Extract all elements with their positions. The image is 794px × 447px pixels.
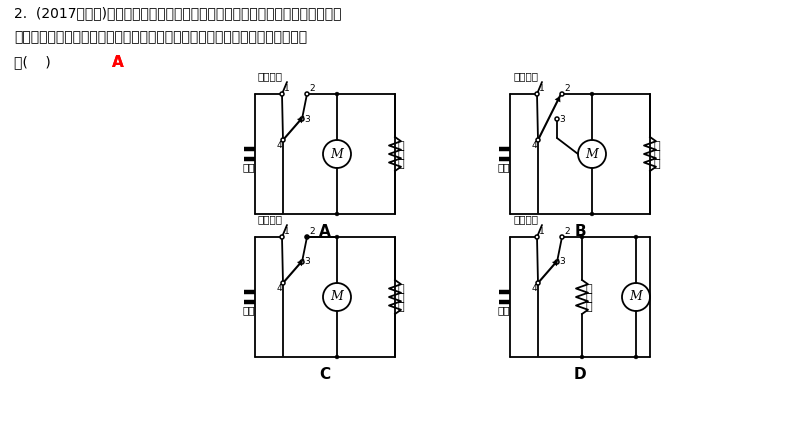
Circle shape (281, 281, 285, 285)
Text: 4: 4 (276, 141, 282, 150)
Circle shape (580, 235, 584, 239)
Circle shape (560, 92, 564, 96)
Polygon shape (552, 260, 558, 266)
Text: M: M (330, 148, 343, 160)
Text: 电: 电 (398, 284, 405, 294)
Text: 电: 电 (653, 141, 660, 151)
Text: 电: 电 (398, 141, 405, 151)
Text: M: M (330, 291, 343, 304)
Text: 插头: 插头 (243, 162, 255, 172)
Text: 1: 1 (284, 84, 290, 93)
Text: 选择开关: 选择开关 (258, 214, 283, 224)
Text: 3: 3 (559, 257, 565, 266)
Circle shape (590, 212, 594, 216)
Text: 是(    ): 是( ) (14, 55, 51, 69)
Text: 2: 2 (564, 227, 569, 236)
Text: D: D (574, 367, 586, 382)
Text: 热: 热 (653, 150, 660, 160)
Circle shape (305, 92, 309, 96)
Circle shape (634, 355, 638, 359)
Text: 4: 4 (531, 284, 537, 293)
Text: C: C (319, 367, 330, 382)
Circle shape (305, 235, 309, 239)
Text: 电: 电 (585, 284, 592, 294)
Text: 热: 热 (398, 293, 405, 303)
Text: 4: 4 (531, 141, 537, 150)
Text: 丝: 丝 (398, 302, 405, 312)
Circle shape (281, 138, 285, 142)
Circle shape (560, 235, 564, 239)
Text: M: M (586, 148, 599, 160)
Circle shape (305, 235, 309, 239)
Text: 插头: 插头 (498, 305, 511, 315)
Circle shape (634, 235, 638, 239)
Circle shape (300, 260, 304, 264)
Text: 丝: 丝 (653, 159, 660, 169)
Text: A: A (112, 55, 124, 70)
Text: 热: 热 (398, 150, 405, 160)
Text: M: M (630, 291, 642, 304)
Polygon shape (297, 117, 303, 123)
Circle shape (580, 355, 584, 359)
Circle shape (300, 117, 304, 121)
Text: 热: 热 (585, 293, 592, 303)
Circle shape (535, 235, 539, 239)
Text: 插头: 插头 (243, 305, 255, 315)
Text: 2: 2 (564, 84, 569, 93)
Text: B: B (574, 224, 586, 239)
Text: A: A (319, 224, 331, 239)
Text: A: A (112, 55, 124, 70)
Circle shape (335, 92, 339, 96)
Text: 4: 4 (276, 284, 282, 293)
Polygon shape (555, 96, 561, 102)
Text: 3: 3 (559, 114, 565, 123)
Text: 功能，为人们的生活带来许多方便。如图中的四种电吹风电路能够实现述功能的: 功能，为人们的生活带来许多方便。如图中的四种电吹风电路能够实现述功能的 (14, 30, 307, 44)
Text: 2.  (2017，济宁)家用电吹风，可以根据需要调节选择开关实现吹冷风或吹热风的: 2. (2017，济宁)家用电吹风，可以根据需要调节选择开关实现吹冷风或吹热风的 (14, 6, 341, 20)
Circle shape (590, 92, 594, 96)
Circle shape (335, 355, 339, 359)
Text: 1: 1 (284, 227, 290, 236)
Circle shape (335, 235, 339, 239)
Circle shape (280, 92, 284, 96)
Text: 1: 1 (539, 227, 545, 236)
Text: 2: 2 (309, 84, 314, 93)
Circle shape (536, 138, 540, 142)
Text: 3: 3 (304, 114, 310, 123)
Text: 插头: 插头 (498, 162, 511, 172)
Text: 选择开关: 选择开关 (258, 71, 283, 81)
Text: 选择开关: 选择开关 (513, 214, 538, 224)
Text: 丝: 丝 (585, 302, 592, 312)
Circle shape (535, 92, 539, 96)
Text: 选择开关: 选择开关 (513, 71, 538, 81)
Text: 3: 3 (304, 257, 310, 266)
Text: 1: 1 (539, 84, 545, 93)
Circle shape (335, 212, 339, 216)
Circle shape (555, 117, 559, 121)
Circle shape (536, 281, 540, 285)
Circle shape (280, 235, 284, 239)
Text: 丝: 丝 (398, 159, 405, 169)
Text: 2: 2 (309, 227, 314, 236)
Polygon shape (297, 260, 303, 266)
Circle shape (555, 260, 559, 264)
